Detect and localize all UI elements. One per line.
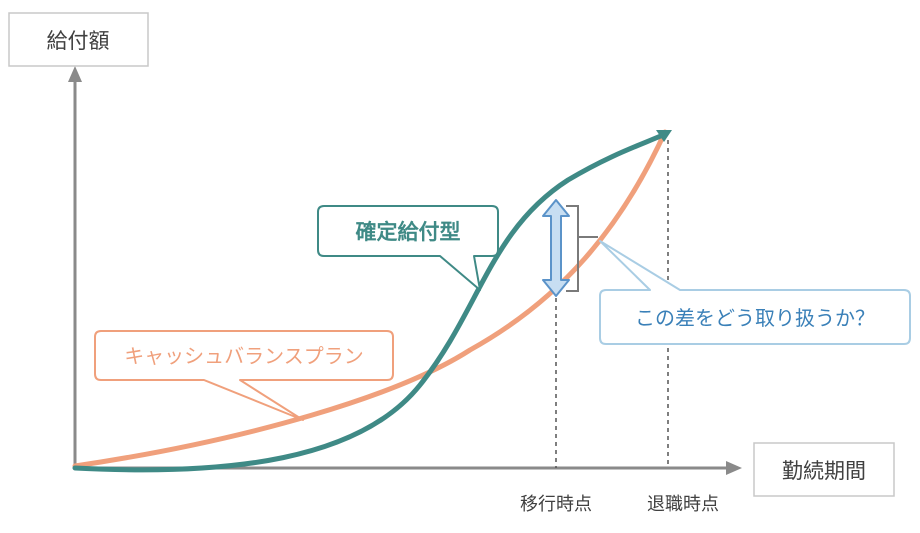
question-callout: この差をどう取り扱うか？ (599, 240, 911, 345)
defined-benefit-arrowhead (656, 130, 672, 142)
y-axis-label: 給付額 (47, 29, 110, 53)
y-axis-arrowhead (68, 66, 82, 82)
defined-benefit-label: 確定給付型 (356, 220, 461, 244)
x-axis-label: 勤続期間 (782, 459, 866, 483)
bracket-icon (566, 205, 598, 292)
retirement-marker-label: 退職時点 (647, 494, 719, 515)
transition-marker-label: 移行時点 (520, 494, 592, 515)
double-headed-arrow-icon (542, 199, 570, 297)
x-axis-label-box: 勤続期間 (753, 442, 895, 497)
cash-balance-curve (72, 129, 668, 469)
y-axis-label-box: 給付額 (8, 12, 149, 67)
x-axis-arrowhead (726, 461, 742, 475)
question-label: この差をどう取り扱うか？ (635, 306, 875, 330)
defined-benefit-curve (72, 132, 666, 473)
cash-balance-label: キャッシュバランスプラン (124, 344, 364, 368)
cash-balance-callout: キャッシュバランスプラン (94, 330, 394, 421)
defined-benefit-callout: 確定給付型 (317, 205, 499, 291)
